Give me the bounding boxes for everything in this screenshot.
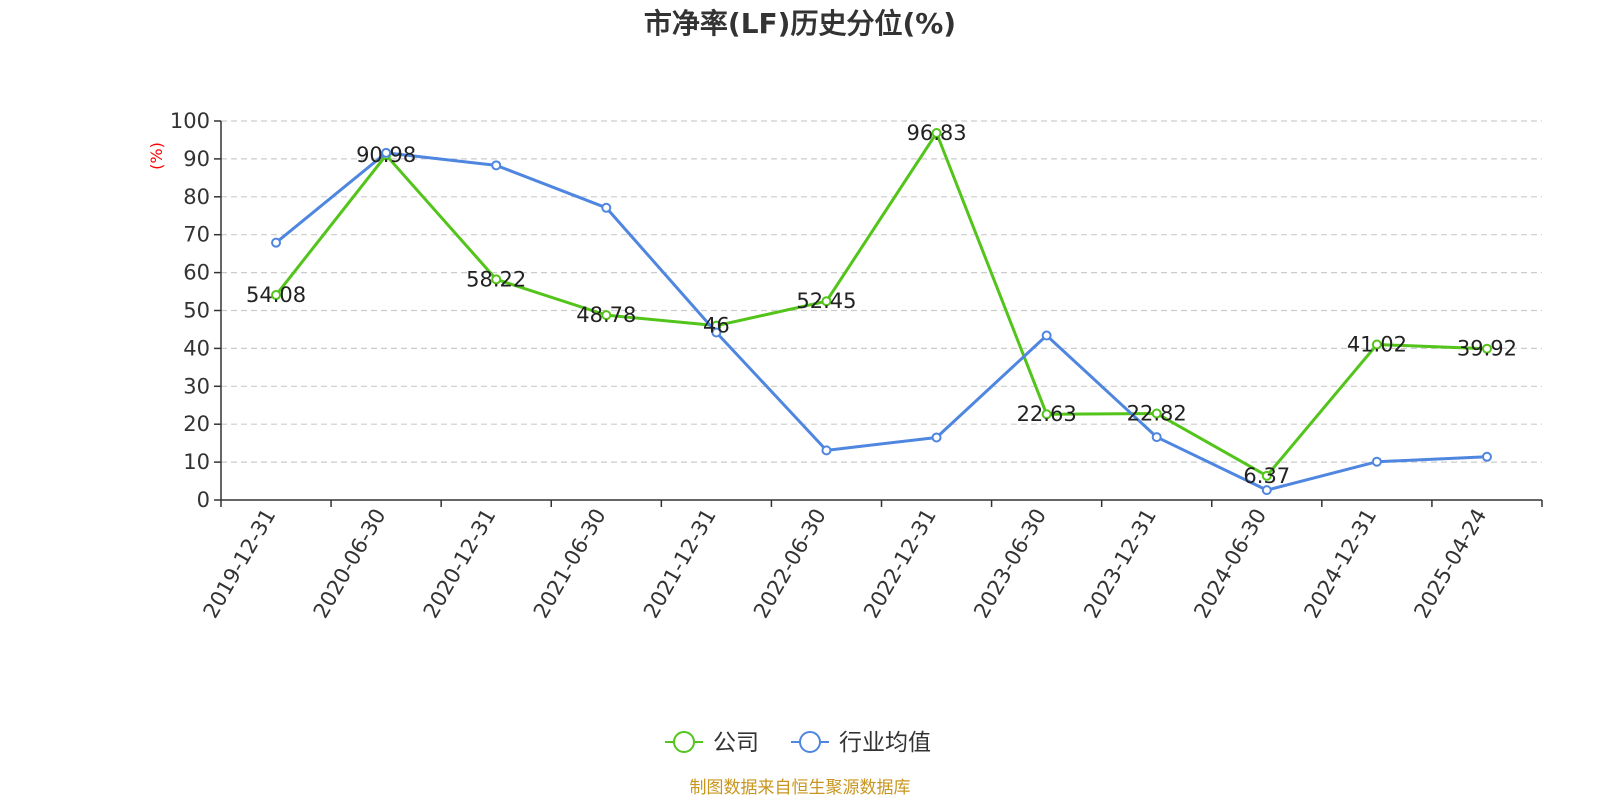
- x-tick-label: 2021-06-30: [529, 505, 611, 623]
- data-label: 41.02: [1347, 333, 1407, 357]
- y-tick-label: 10: [183, 450, 210, 474]
- x-tick-label: 2021-12-31: [639, 505, 721, 623]
- data-point[interactable]: [601, 310, 612, 321]
- series-line-1: [275, 151, 1488, 492]
- y-tick-label: 30: [183, 374, 210, 398]
- series-line-0: [274, 131, 1488, 478]
- data-point[interactable]: [1261, 485, 1272, 496]
- y-tick-label: 70: [183, 223, 210, 247]
- data-point[interactable]: [1371, 456, 1382, 467]
- data-point[interactable]: [1371, 339, 1382, 350]
- x-tick-label: 2025-04-24: [1409, 505, 1491, 623]
- data-point[interactable]: [1041, 409, 1052, 420]
- chart-title: 市净率(LF)历史分位(%): [644, 7, 956, 40]
- x-tick-label: 2022-12-31: [859, 505, 941, 623]
- y-tick-label: 90: [183, 147, 210, 171]
- data-point[interactable]: [491, 274, 502, 285]
- data-point[interactable]: [821, 445, 832, 456]
- data-point[interactable]: [1041, 330, 1052, 341]
- data-point[interactable]: [271, 237, 282, 248]
- legend: 公司 行业均值: [665, 730, 931, 756]
- y-tick-label: 40: [183, 336, 210, 360]
- data-label: 46: [703, 314, 730, 338]
- y-axis-label: (%): [147, 142, 166, 170]
- data-point[interactable]: [1481, 451, 1492, 462]
- data-point[interactable]: [491, 160, 502, 171]
- x-tick-label: 2023-06-30: [969, 505, 1051, 623]
- data-labels: 54.08 90.98 58.22 48.78 46 52.45 96.83 22.63 22.…: [246, 121, 1517, 488]
- series-lines: [271, 128, 1492, 496]
- data-point[interactable]: [711, 327, 722, 338]
- y-tick-label: 60: [183, 261, 210, 285]
- x-tick-label: 2020-12-31: [419, 505, 501, 623]
- data-label: 22.82: [1127, 402, 1187, 426]
- data-point[interactable]: [1261, 470, 1272, 481]
- data-point[interactable]: [1481, 343, 1492, 354]
- x-tick-label: 2024-12-31: [1299, 505, 1381, 623]
- data-label: 6.37: [1243, 464, 1290, 488]
- x-tick-label: 2022-06-30: [749, 505, 831, 623]
- x-tick-label: 2024-06-30: [1189, 505, 1271, 623]
- source-note: 制图数据来自恒生聚源数据库: [690, 778, 911, 798]
- y-tick-label: 100: [170, 109, 210, 133]
- legend-marker: [799, 731, 821, 753]
- x-tick-label: 2019-12-31: [199, 505, 281, 623]
- legend-label: 行业均值: [839, 730, 931, 756]
- axes: 0 10 20 30 40 50 60 70 80 90 100 2019-12-31 2020-06-…: [170, 109, 1543, 623]
- legend-item-0[interactable]: 公司: [665, 730, 759, 756]
- grid-lines: [221, 120, 1542, 463]
- data-label: 58.22: [466, 267, 526, 291]
- y-tick-label: 80: [183, 185, 210, 209]
- x-tick-label: 2023-12-31: [1079, 505, 1161, 623]
- legend-label: 公司: [713, 730, 759, 756]
- data-point[interactable]: [271, 290, 282, 301]
- data-label: 52.45: [796, 289, 856, 313]
- x-tick-label: 2020-06-30: [309, 505, 391, 623]
- data-point[interactable]: [931, 128, 942, 139]
- data-point[interactable]: [931, 432, 942, 443]
- data-label: 22.63: [1017, 402, 1077, 426]
- legend-marker: [673, 731, 695, 753]
- data-label: 90.98: [356, 143, 416, 167]
- data-point[interactable]: [821, 296, 832, 307]
- data-label: 48.78: [576, 303, 636, 327]
- data-point[interactable]: [381, 147, 392, 158]
- data-label: 54.08: [246, 283, 306, 307]
- y-tick-label: 20: [183, 412, 210, 436]
- legend-item-1[interactable]: 行业均值: [791, 730, 931, 756]
- data-label: 39.92: [1457, 337, 1517, 361]
- data-point[interactable]: [1151, 408, 1162, 419]
- y-tick-label: 50: [183, 299, 210, 323]
- y-tick-label: 0: [197, 488, 210, 512]
- data-label: 96.83: [906, 121, 966, 145]
- data-point[interactable]: [601, 202, 612, 213]
- data-point[interactable]: [1151, 432, 1162, 443]
